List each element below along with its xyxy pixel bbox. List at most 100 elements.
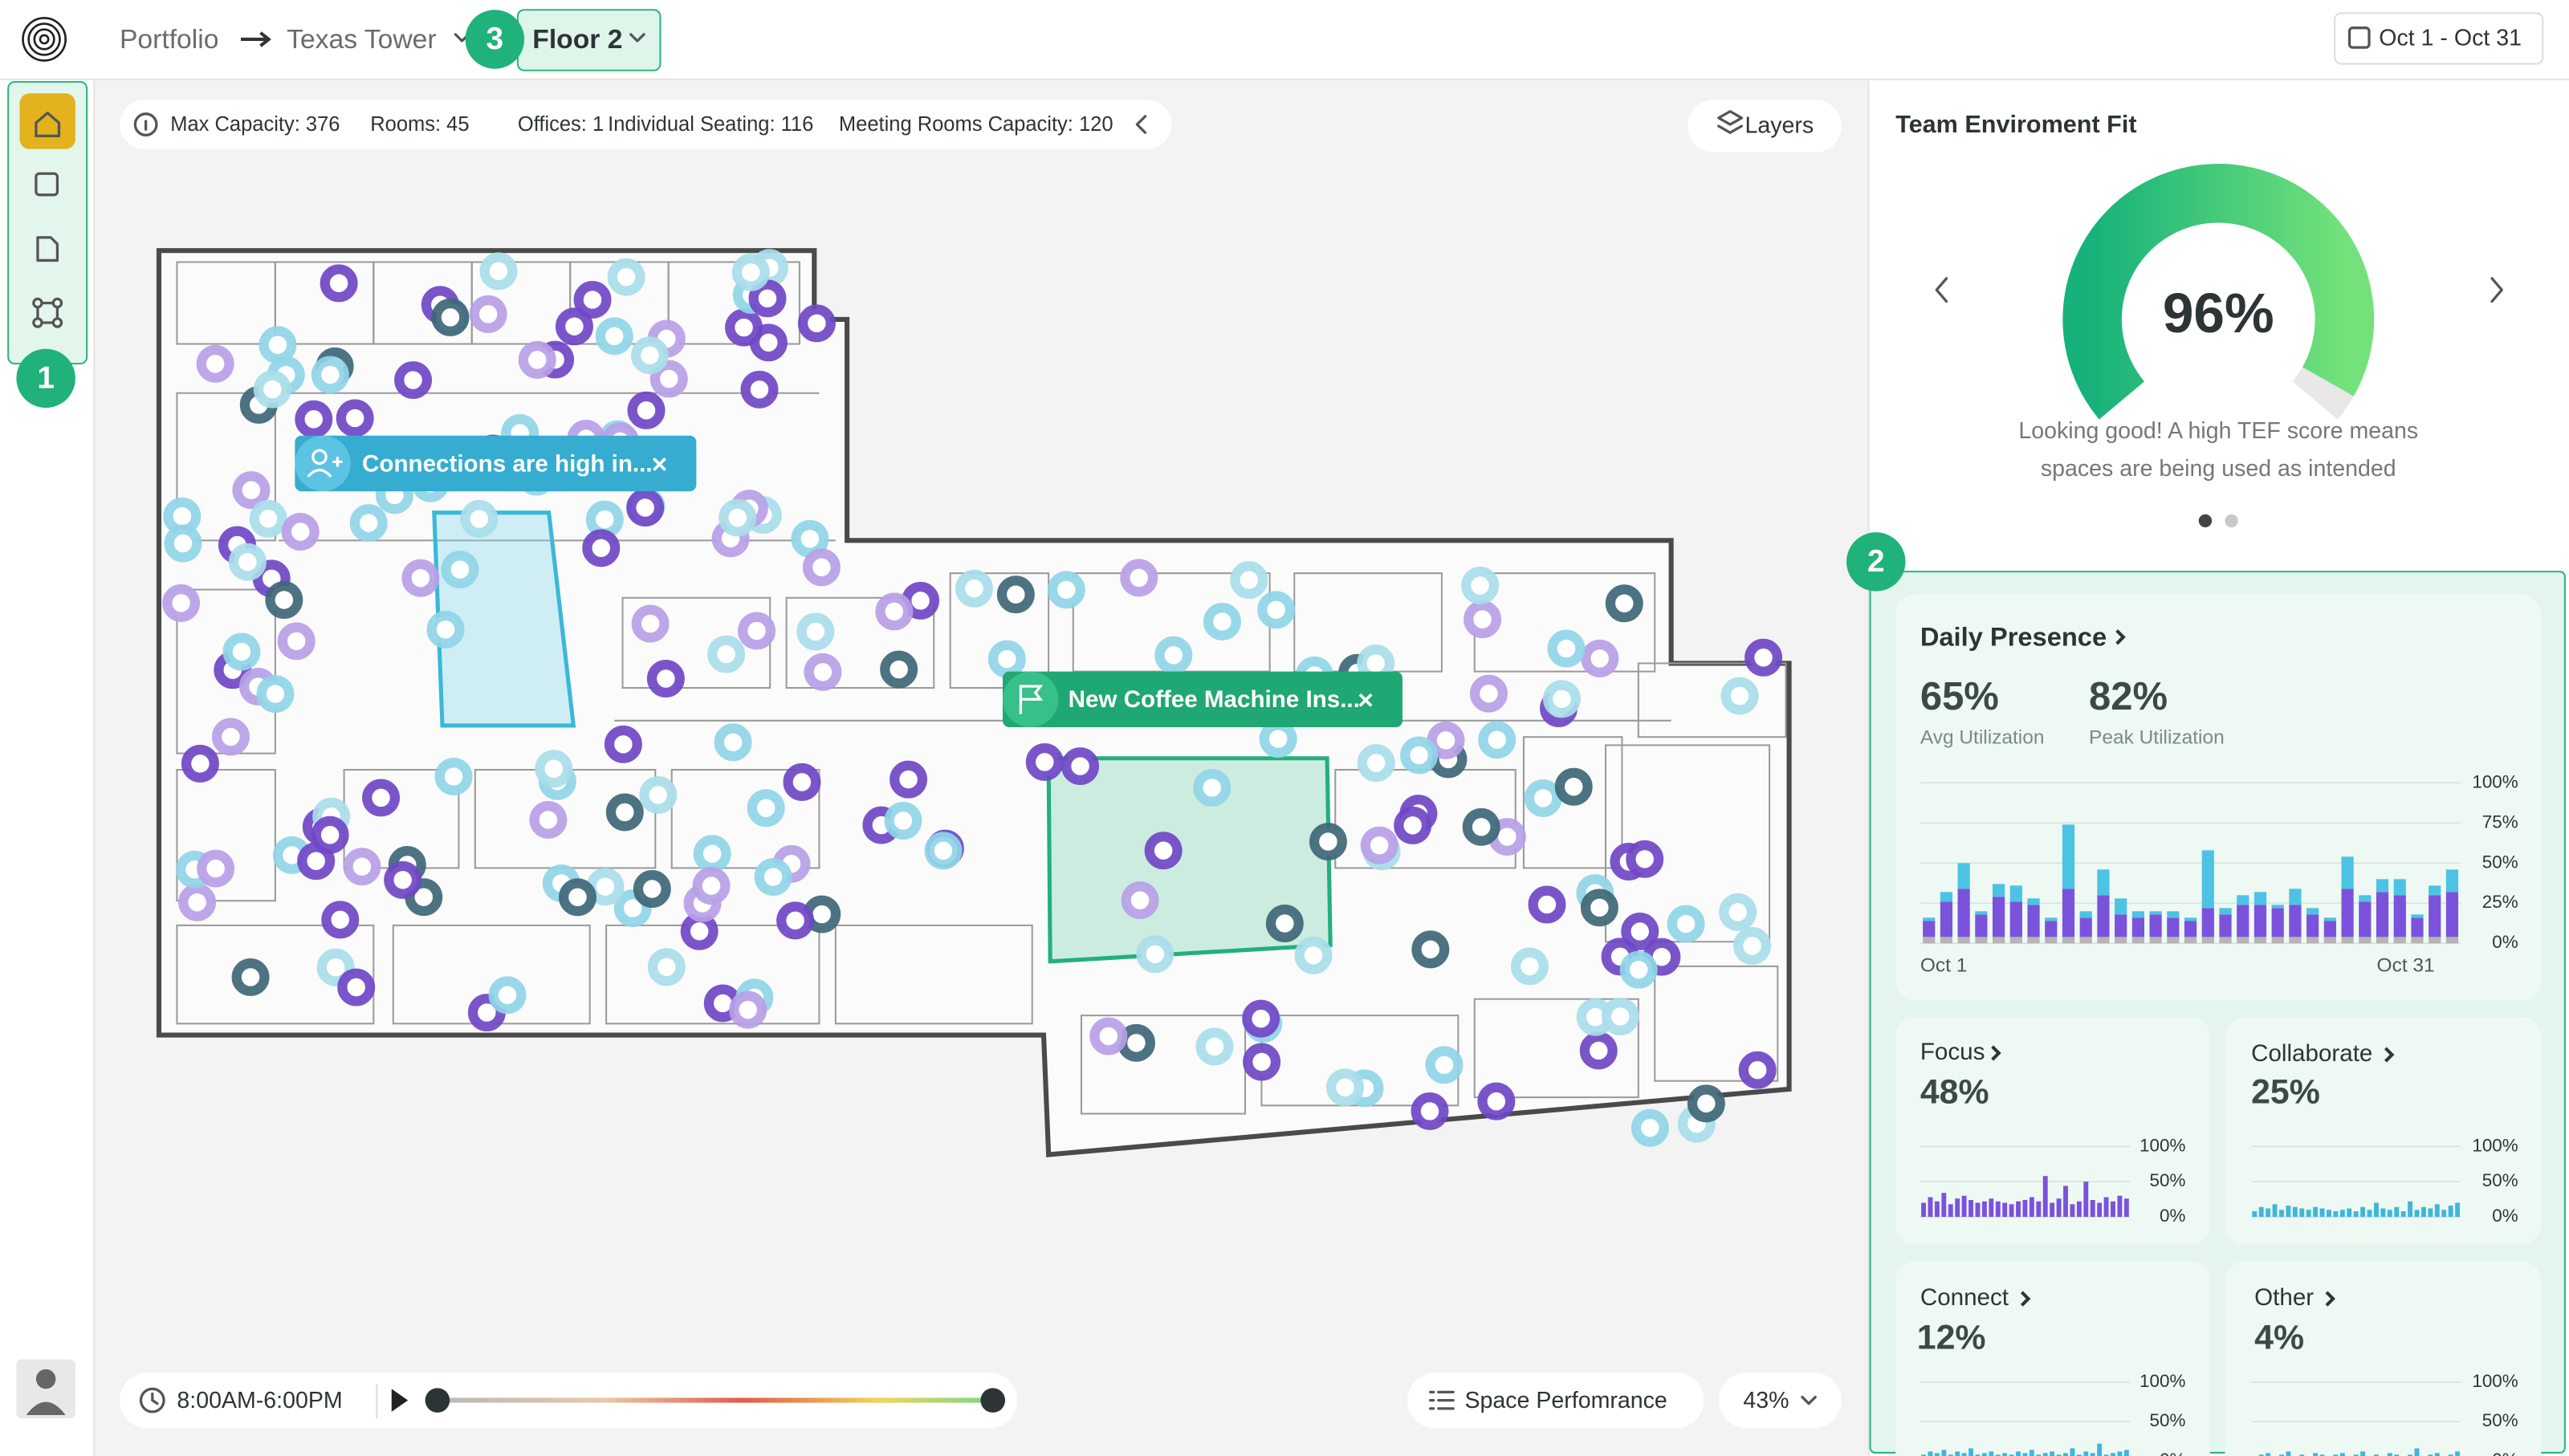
occupancy-dot [1047, 571, 1085, 609]
bar [2353, 1211, 2359, 1218]
bar [2149, 937, 2162, 944]
bar [2184, 921, 2197, 937]
occupancy-dot [431, 298, 470, 336]
occupancy-dot [797, 304, 836, 343]
space-performance-button[interactable] [1407, 1372, 1704, 1429]
card [2225, 1261, 2542, 1456]
y-tick-label: 50% [2482, 852, 2518, 872]
prev-button[interactable] [1935, 277, 1948, 303]
bar [2271, 905, 2284, 909]
bar [2103, 1197, 2109, 1218]
kpi-value: 82% [2089, 675, 2168, 718]
page-dot[interactable] [2198, 514, 2213, 528]
slider-handle[interactable] [980, 1388, 1006, 1413]
y-tick-label: 50% [2482, 1170, 2518, 1190]
occupancy-dot [1462, 807, 1500, 846]
bar [2429, 895, 2441, 937]
occupancy-dot [776, 901, 815, 940]
callout-box[interactable] [1002, 671, 1403, 727]
icon-part [307, 457, 343, 478]
chevron [629, 33, 645, 43]
bar [2359, 901, 2372, 937]
card-headline: 25% [2251, 1072, 2320, 1111]
clock-icon [151, 1392, 159, 1405]
date-picker[interactable] [2334, 12, 2544, 65]
chevron [2325, 1291, 2336, 1307]
occupancy-dot [1121, 881, 1159, 920]
occupancy-dot [714, 723, 752, 762]
bar [2266, 1453, 2271, 1456]
callout-text: Connections are high in... [362, 450, 653, 477]
play-button[interactable] [391, 1389, 409, 1412]
bar [1934, 1201, 1940, 1218]
card-title[interactable]: Focus [1920, 1039, 1985, 1065]
zoom-select[interactable] [1718, 1372, 1842, 1429]
avatar[interactable] [16, 1359, 75, 1419]
bar [2339, 1210, 2345, 1218]
occupancy-dot [1195, 1027, 1234, 1066]
bar [2376, 937, 2389, 944]
bar [1995, 1454, 2001, 1456]
occupancy-dot [434, 757, 473, 795]
nav-network[interactable] [32, 297, 63, 328]
bar [2045, 937, 2058, 944]
occupancy-dot [595, 317, 633, 356]
bar [2393, 937, 2406, 944]
close-button[interactable] [1358, 693, 1373, 707]
bar [2341, 889, 2354, 937]
calendar-icon [2347, 26, 2371, 49]
chevron [1991, 1045, 2001, 1061]
card-title[interactable]: Daily Presence [1920, 621, 2107, 651]
next-button[interactable] [2490, 277, 2503, 303]
bar [2029, 1450, 2034, 1456]
bar [2258, 1454, 2264, 1456]
occupancy-dot [725, 308, 763, 347]
nav-document[interactable] [36, 236, 59, 262]
slider-handle[interactable] [425, 1388, 450, 1413]
bar [2027, 937, 2040, 944]
callout[interactable]: Connections are high in... [295, 435, 697, 492]
occupancy-dot [1510, 947, 1549, 986]
bar [2414, 1448, 2420, 1456]
bar [1934, 1453, 1940, 1456]
occupancy-dot [1025, 742, 1064, 781]
occupancy-dot [605, 793, 644, 832]
occupancy-dot [604, 725, 642, 763]
chevron [2020, 1291, 2031, 1307]
bar [2016, 1451, 2021, 1456]
occupancy-dot [924, 832, 963, 870]
card-title[interactable]: Connect [1920, 1284, 2009, 1311]
card-title[interactable]: Collaborate [2251, 1040, 2372, 1067]
bar [2313, 1453, 2319, 1456]
occupancy-dot [559, 878, 596, 917]
callout[interactable]: New Coffee Machine Ins... [1002, 671, 1403, 727]
occupancy-dot [178, 883, 217, 921]
close-button[interactable] [652, 458, 666, 471]
bar [2050, 1202, 2055, 1218]
card-title[interactable]: Other [2254, 1284, 2314, 1311]
info-icon [133, 112, 158, 136]
nav-home[interactable] [19, 93, 75, 149]
occupancy-dot [1477, 1082, 1516, 1120]
zone-highlight[interactable] [1046, 756, 1333, 964]
occupancy-dot [783, 763, 821, 801]
collapse-button[interactable] [1135, 115, 1147, 134]
bar [2408, 1454, 2413, 1456]
nav-calendar[interactable] [35, 172, 59, 197]
tef-description: spaces are being used as intended [2041, 456, 2396, 482]
bar [1955, 1451, 1960, 1456]
time-slider[interactable] [437, 1397, 993, 1403]
logo [22, 17, 67, 62]
page-dot[interactable] [2225, 514, 2238, 528]
breadcrumb[interactable]: Texas Tower [287, 25, 436, 55]
bar [2076, 1201, 2082, 1218]
callout-box[interactable] [295, 435, 697, 492]
occupancy-dot [573, 280, 612, 319]
occupancy-dot [1631, 1108, 1669, 1147]
bar [2445, 869, 2459, 893]
y-tick-label: 50% [2150, 1410, 2186, 1430]
bar [2027, 905, 2040, 937]
breadcrumb[interactable]: Portfolio [120, 25, 218, 55]
occupancy-dot [585, 500, 624, 539]
bar [2184, 937, 2197, 944]
